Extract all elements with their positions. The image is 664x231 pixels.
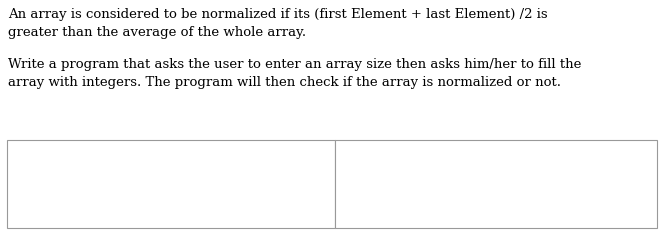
Text: Enter an array of 5 numbers: 10 4 5 14 20: Enter an array of 5 numbers: 10 4 5 14 2… — [10, 171, 246, 180]
Text: Write a program that asks the user to enter an array size then asks him/her to f: Write a program that asks the user to en… — [8, 58, 582, 71]
Text: An array is considered to be normalized if its (first Element + last Element) /2: An array is considered to be normalized … — [8, 8, 548, 21]
Text: run:: run: — [338, 145, 361, 154]
Text: run:: run: — [10, 145, 33, 154]
Text: Enter an array size: 5: Enter an array size: 5 — [10, 158, 137, 167]
Text: greater than the average of the whole array.: greater than the average of the whole ar… — [8, 26, 306, 39]
Text: Enter an array size: 10: Enter an array size: 10 — [338, 158, 470, 167]
Text: Array is normalized: Array is normalized — [10, 184, 120, 193]
Text: Enter an array of 10 numbers: 4 8 15 10 5 13 52 45 8 5: Enter an array of 10 numbers: 4 8 15 10 … — [338, 171, 649, 180]
Text: array with integers. The program will then check if the array is normalized or n: array with integers. The program will th… — [8, 76, 561, 89]
Text: Array is not normalized: Array is not normalized — [338, 184, 470, 193]
